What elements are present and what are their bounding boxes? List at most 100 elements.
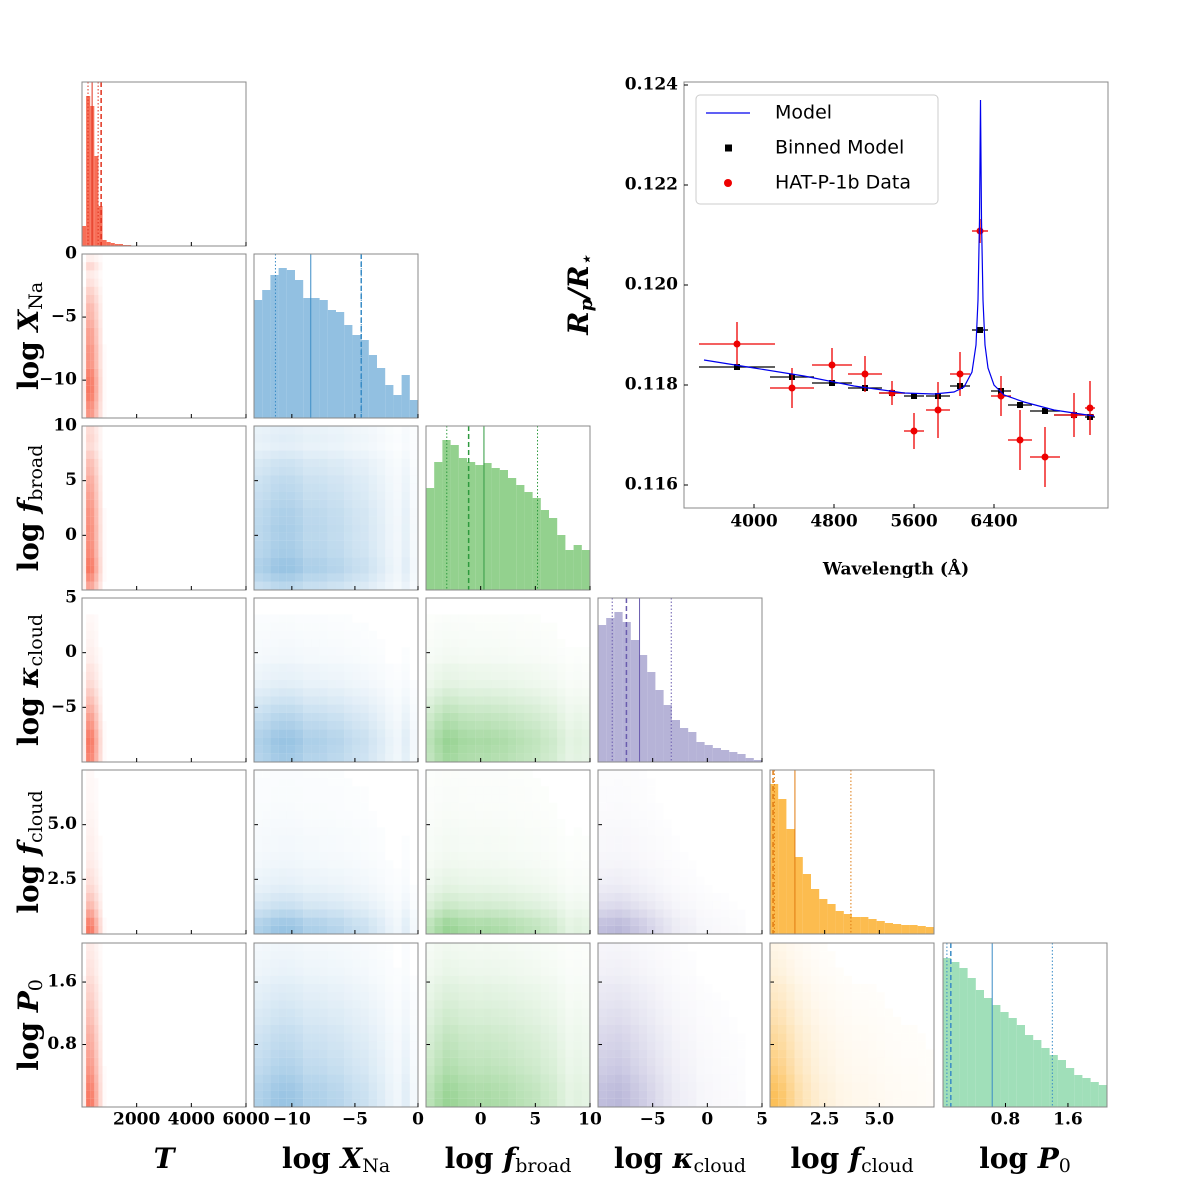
- density-cell: [286, 467, 295, 476]
- density-cell: [843, 1000, 852, 1009]
- density-cell: [94, 778, 98, 786]
- density-cell: [336, 951, 345, 960]
- density-cell: [270, 959, 279, 968]
- density-cell: [286, 475, 295, 484]
- density-cell: [573, 1025, 582, 1034]
- density-cell: [393, 704, 402, 713]
- density-cell: [483, 1033, 492, 1042]
- density-cell: [360, 901, 369, 910]
- density-cell: [319, 1074, 328, 1083]
- density-cell: [393, 672, 401, 680]
- density-cell: [491, 696, 500, 705]
- density-cell: [303, 467, 312, 476]
- density-cell: [344, 450, 353, 459]
- density-cell: [98, 1008, 103, 1017]
- density-cell: [352, 671, 361, 680]
- density-cell: [368, 975, 377, 984]
- density-cell: [680, 1008, 689, 1017]
- density-cell: [540, 975, 549, 984]
- density-cell: [532, 1090, 541, 1099]
- density-cell: [573, 745, 582, 754]
- density-cell: [254, 967, 263, 976]
- density-cell: [647, 843, 656, 852]
- density-cell: [606, 1090, 615, 1099]
- density-cell: [794, 1074, 803, 1083]
- density-cell: [483, 811, 492, 820]
- density-cell: [295, 975, 304, 984]
- density-cell: [360, 917, 369, 926]
- density-cell: [450, 1082, 459, 1091]
- density-cell: [336, 647, 345, 656]
- density-cell: [811, 1008, 820, 1017]
- density-cell: [491, 721, 500, 730]
- density-cell: [278, 778, 287, 787]
- density-cell: [426, 671, 435, 680]
- density-cell: [663, 1000, 672, 1009]
- density-cell: [336, 1057, 345, 1066]
- density-cell: [270, 1098, 279, 1107]
- density-cell: [319, 549, 328, 558]
- density-cell: [516, 770, 524, 778]
- density-cell: [598, 984, 607, 993]
- density-cell: [458, 1041, 467, 1050]
- density-cell: [377, 516, 386, 525]
- density-cell: [94, 631, 98, 639]
- density-cell: [401, 1082, 410, 1091]
- density-cell: [664, 844, 672, 852]
- density-cell: [434, 876, 443, 885]
- density-cell: [90, 499, 95, 508]
- density-cell: [360, 951, 369, 960]
- density-cell: [86, 835, 91, 844]
- density-cell: [819, 975, 828, 984]
- density-cell: [94, 532, 99, 541]
- density-cell: [319, 704, 328, 713]
- density-cell: [533, 795, 541, 803]
- density-cell: [786, 959, 795, 968]
- density-cell: [639, 992, 648, 1001]
- density-cell: [499, 696, 508, 705]
- density-cell: [483, 1090, 492, 1099]
- density-cell: [622, 794, 631, 803]
- density-cell: [729, 901, 737, 909]
- density-cell: [565, 1057, 574, 1066]
- density-cell: [827, 1098, 836, 1107]
- density-cell: [770, 992, 779, 1001]
- hist-bar: [1082, 1078, 1091, 1107]
- density-cell: [614, 984, 623, 993]
- density-cell: [86, 1057, 91, 1066]
- density-cell: [671, 967, 680, 976]
- density-cell: [377, 1098, 386, 1107]
- density-cell: [843, 1066, 852, 1075]
- density-cell: [295, 671, 304, 680]
- density-cell: [262, 737, 271, 746]
- density-cell: [401, 1016, 410, 1025]
- density-cell: [786, 951, 795, 960]
- density-cell: [606, 770, 614, 778]
- density-cell: [426, 623, 434, 631]
- density-cell: [270, 884, 279, 893]
- density-cell: [827, 992, 836, 1001]
- density-cell: [647, 884, 656, 893]
- density-cell: [327, 581, 336, 590]
- density-cell: [98, 1090, 103, 1099]
- density-cell: [688, 1066, 697, 1075]
- density-cell: [647, 819, 656, 828]
- density-cell: [426, 647, 435, 656]
- density-cell: [819, 984, 828, 993]
- density-cell: [270, 1074, 279, 1083]
- density-cell: [540, 1098, 549, 1107]
- density-cell: [811, 1041, 820, 1050]
- density-cell: [868, 1066, 877, 1075]
- density-cell: [688, 1025, 697, 1034]
- x-tick-label: 2.5: [810, 1110, 840, 1130]
- density-cell: [401, 565, 410, 574]
- density-cell: [86, 1090, 91, 1099]
- density-cell: [377, 992, 386, 1001]
- density-cell: [663, 1033, 672, 1042]
- density-cell: [311, 671, 320, 680]
- density-cell: [270, 943, 279, 952]
- density-cell: [811, 1090, 820, 1099]
- density-cell: [483, 614, 491, 622]
- density-cell: [254, 729, 263, 738]
- density-cell: [483, 876, 492, 885]
